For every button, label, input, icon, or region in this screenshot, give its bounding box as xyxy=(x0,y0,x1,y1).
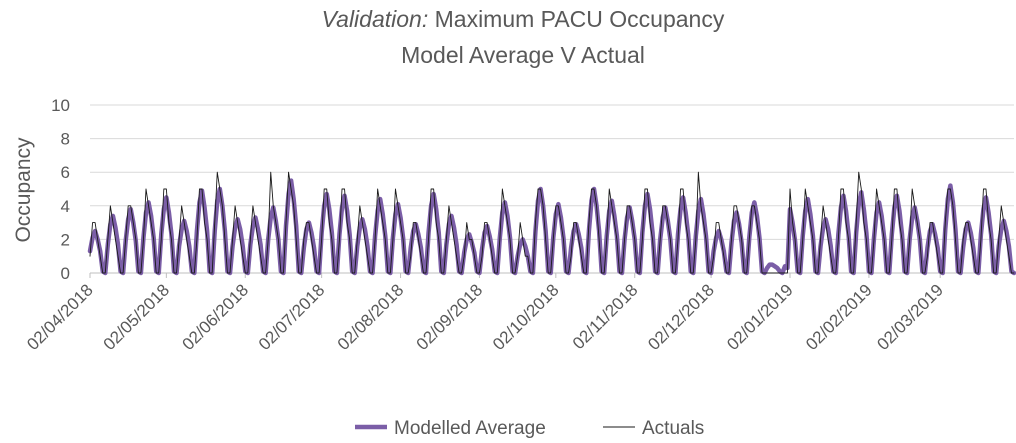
x-tick-label: 02/04/2018 xyxy=(23,280,97,354)
y-axis-label: Occupancy xyxy=(12,137,35,243)
x-tick-label: 02/06/2018 xyxy=(178,280,252,354)
legend-label: Modelled Average xyxy=(394,418,546,438)
series-line xyxy=(89,171,1015,274)
x-tick-label: 02/09/2018 xyxy=(413,280,487,354)
title-main: Maximum PACU Occupancy xyxy=(435,6,725,32)
y-tick-label: 0 xyxy=(61,264,70,283)
x-tick-label: 02/08/2018 xyxy=(334,280,408,354)
x-tick-label: 02/01/2019 xyxy=(723,280,797,354)
y-tick-label: 4 xyxy=(61,197,70,216)
x-tick-label: 02/07/2018 xyxy=(255,280,329,354)
x-tick-label: 02/02/2019 xyxy=(802,280,876,354)
chart-title: Validation: Maximum PACU Occupancy xyxy=(322,6,725,32)
legend-label: Actuals xyxy=(642,418,704,438)
title-italic: Validation: xyxy=(322,6,429,32)
chart-subtitle: Model Average V Actual xyxy=(401,42,645,68)
x-tick-label: 02/05/2018 xyxy=(100,280,174,354)
y-tick-label: 2 xyxy=(61,230,70,249)
y-tick-label: 6 xyxy=(61,163,70,182)
x-tick-label: 02/11/2018 xyxy=(569,280,642,353)
y-tick-label: 10 xyxy=(51,96,70,115)
y-tick-label: 8 xyxy=(61,130,70,149)
x-tick-label: 02/03/2019 xyxy=(873,280,947,354)
x-tick-label: 02/12/2018 xyxy=(644,280,718,354)
x-tick-label: 02/10/2018 xyxy=(489,280,563,354)
